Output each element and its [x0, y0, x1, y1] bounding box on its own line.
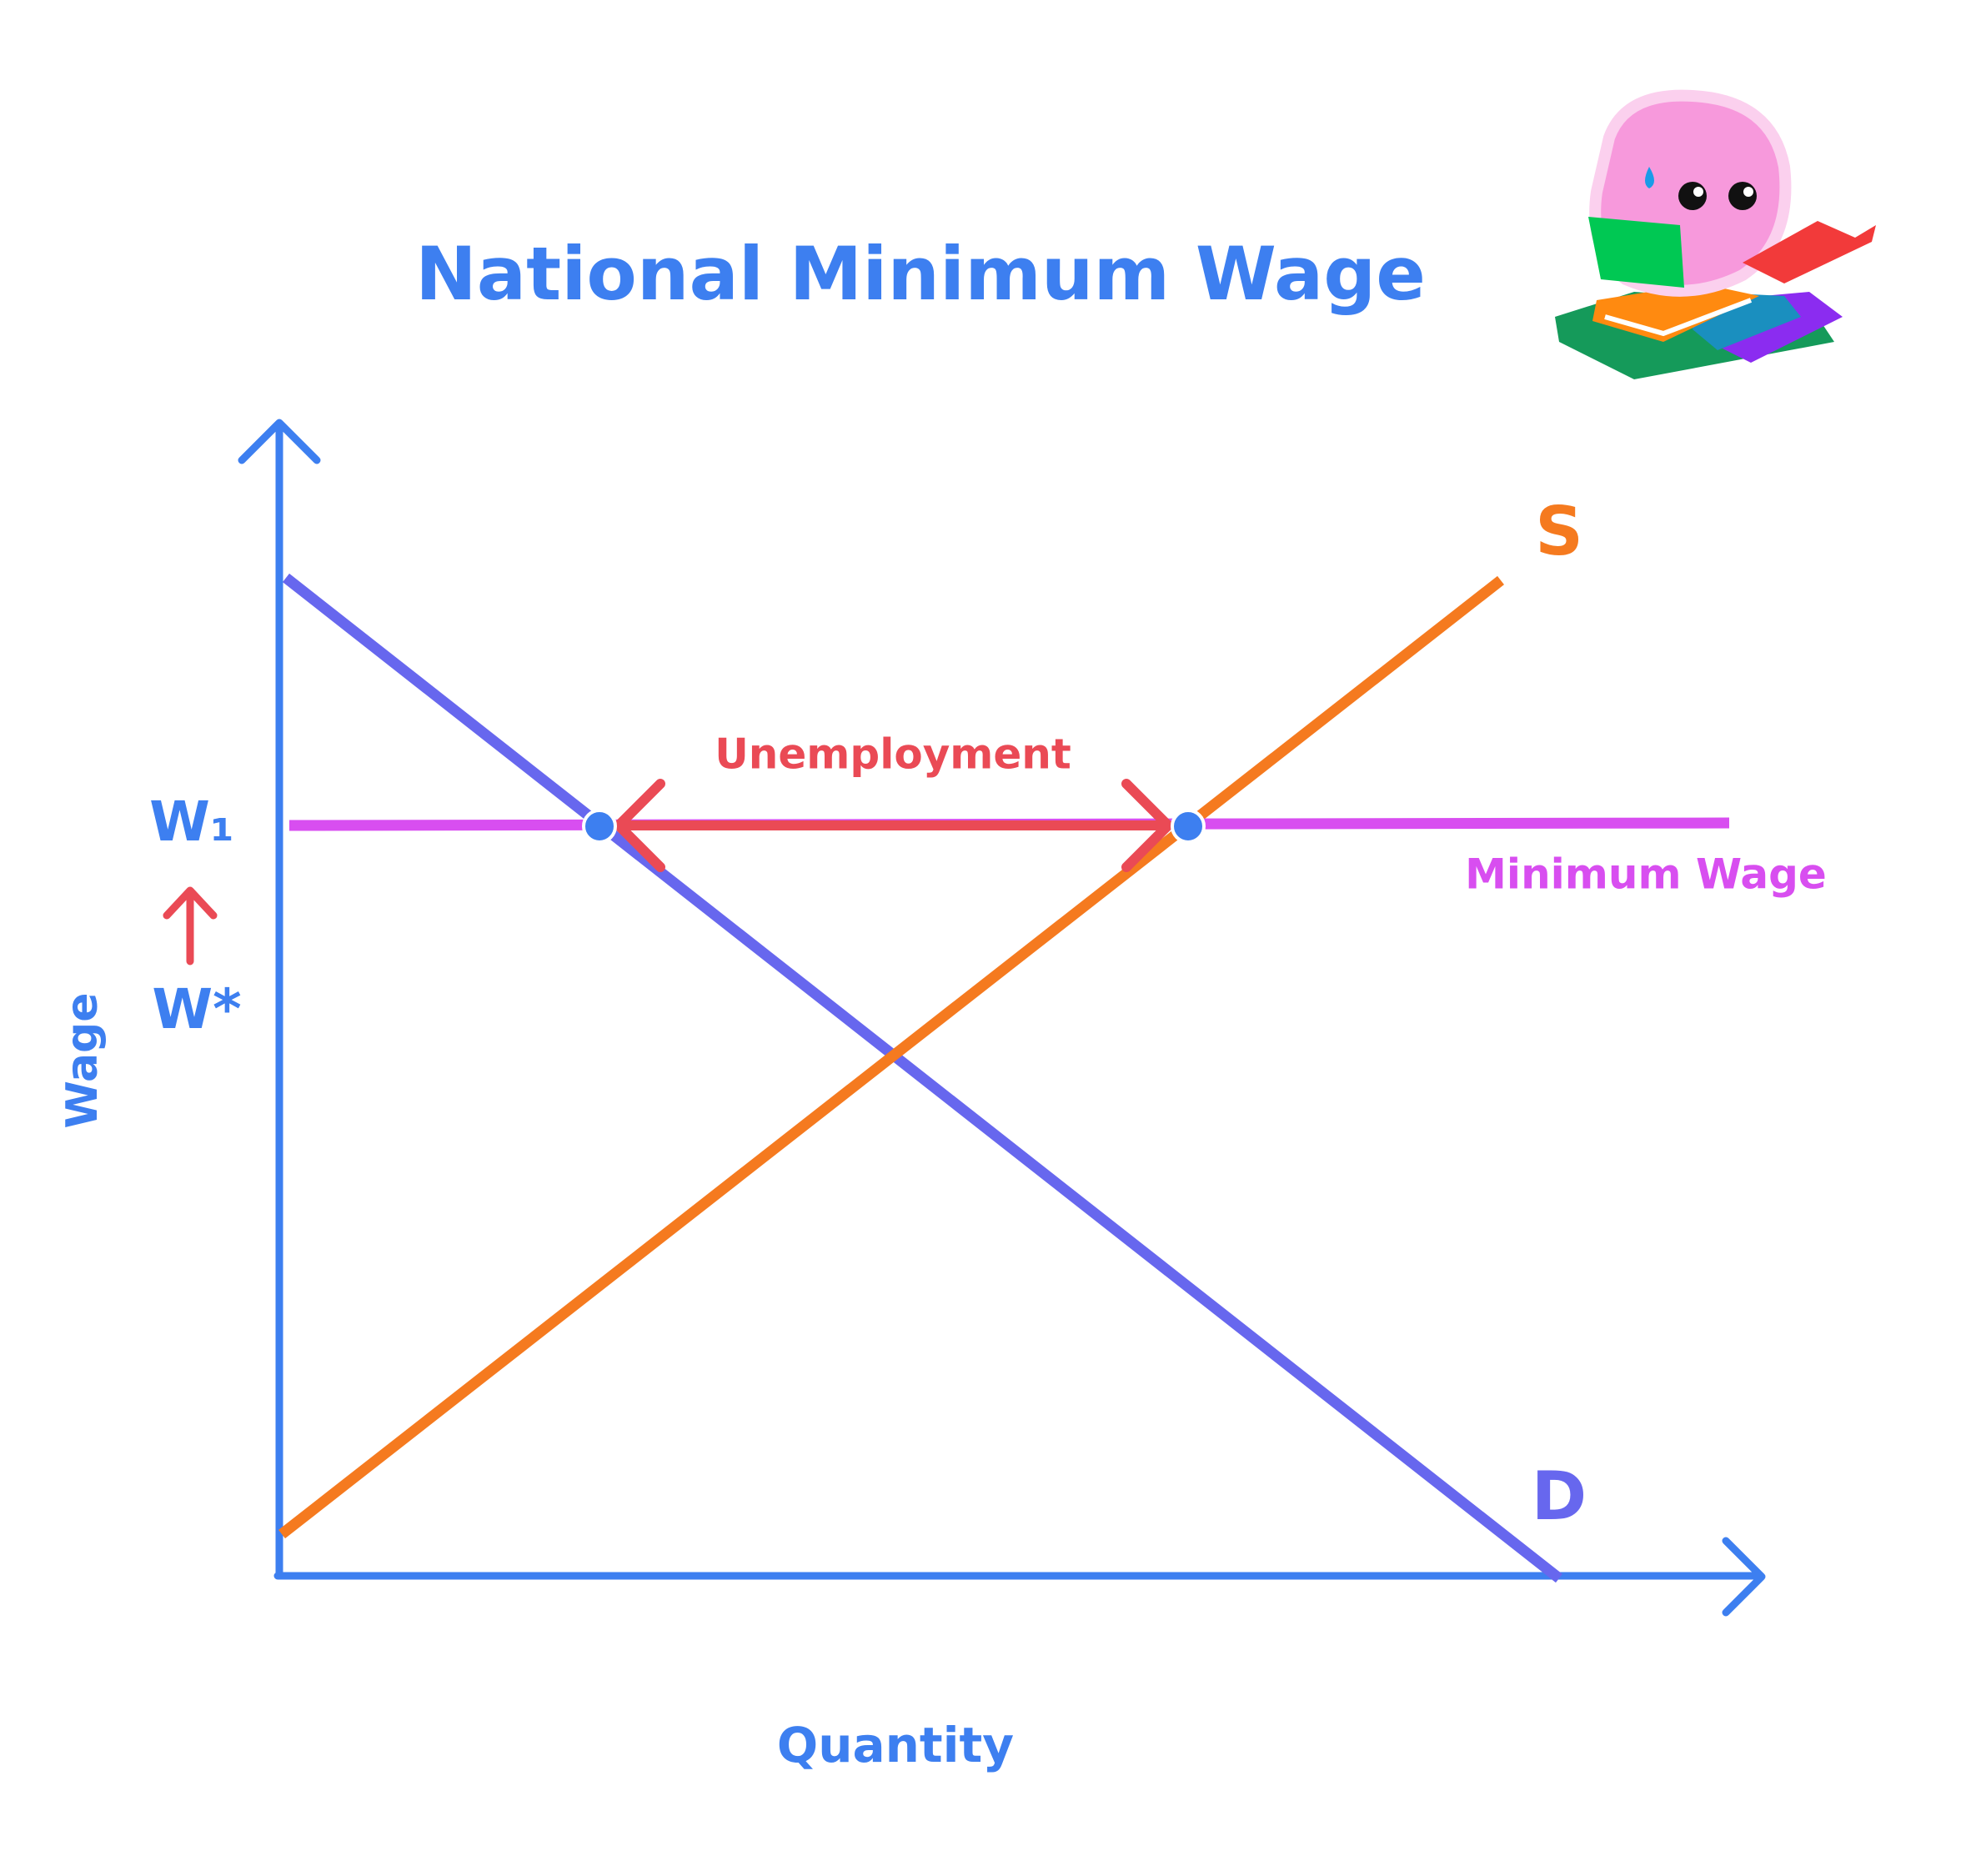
x-axis [273, 1537, 1766, 1617]
demand-label: D [1532, 1457, 1587, 1535]
w-star-label: W* [152, 977, 241, 1041]
x-axis-label: Quantity [777, 1717, 1014, 1773]
title: National Minimum Wage [415, 231, 1426, 317]
unemployment-label: Unemployment [715, 730, 1071, 779]
wage-rise-arrow [163, 886, 218, 966]
y-axis [238, 419, 321, 1580]
supply-label: S [1535, 493, 1583, 570]
intersection-point [1171, 809, 1206, 844]
supply-curve [278, 575, 1505, 1539]
demand-curve [282, 573, 1563, 1583]
intersection-point [582, 809, 617, 844]
mascot-illustration [1555, 89, 1876, 379]
y-axis-label: Wage [58, 992, 108, 1128]
w1-label: W₁ [149, 790, 234, 854]
minimum-wage-label: Minimum Wage [1465, 850, 1827, 899]
unemployment-arrow [614, 779, 1173, 872]
